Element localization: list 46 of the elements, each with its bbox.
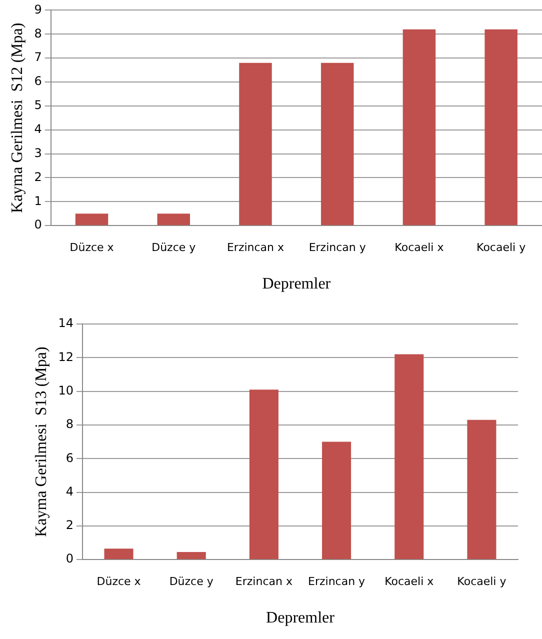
x-tick-label: Düzce x <box>70 241 114 254</box>
bar <box>467 420 496 560</box>
bar <box>484 29 518 226</box>
y-tick-label: 9 <box>34 2 42 16</box>
x-tick-label: Erzincan y <box>308 575 366 588</box>
x-tick-label: Düzce x <box>96 575 142 588</box>
x-tick-label: Kocaeli y <box>476 241 526 254</box>
x-tick-label: Kocaeli y <box>457 575 507 588</box>
y-axis-title: Kayma Gerilmesi S13 (Mpa) <box>32 346 50 537</box>
bar <box>176 552 206 560</box>
y-tick-label: 8 <box>34 26 42 40</box>
y-tick-label: 10 <box>58 383 74 398</box>
bar <box>402 29 436 226</box>
x-tick-label: Erzincan x <box>226 241 284 254</box>
y-tick-label: 6 <box>34 74 42 88</box>
bar <box>104 548 134 560</box>
x-tick-label: Kocaeli x <box>394 241 444 254</box>
y-tick-label: 5 <box>34 98 42 112</box>
bar <box>322 442 352 560</box>
bar <box>157 214 190 226</box>
y-tick-label: 7 <box>34 50 42 64</box>
y-tick-label: 0 <box>66 552 74 566</box>
y-tick-label: 4 <box>34 122 42 136</box>
bar <box>320 62 354 226</box>
x-tick-label: Düzce y <box>152 241 196 254</box>
x-tick-label: Kocaeli x <box>384 575 434 588</box>
bar <box>239 62 272 226</box>
y-tick-label: 12 <box>58 350 74 364</box>
x-axis-title: Depremler <box>262 276 332 293</box>
y-tick-label: 3 <box>34 146 42 160</box>
y-axis-title: Kayma Gerilmesi S12 (Mpa) <box>8 22 26 213</box>
y-tick-label: 0 <box>34 218 42 232</box>
y-tick-label: 4 <box>66 484 74 498</box>
y-tick-label: 8 <box>66 417 74 432</box>
x-tick-label: Erzincan y <box>308 241 366 254</box>
y-tick-label: 2 <box>34 170 42 184</box>
bar <box>249 390 278 560</box>
bar <box>75 214 108 226</box>
x-axis-title: Depremler <box>266 610 336 627</box>
x-tick-label: Erzincan x <box>235 575 293 588</box>
x-tick-label: Düzce y <box>169 575 214 588</box>
bar <box>394 354 424 560</box>
y-tick-label: 14 <box>58 316 74 330</box>
y-tick-label: 2 <box>66 518 74 532</box>
y-tick-label: 1 <box>34 194 42 208</box>
y-tick-label: 6 <box>66 450 74 465</box>
